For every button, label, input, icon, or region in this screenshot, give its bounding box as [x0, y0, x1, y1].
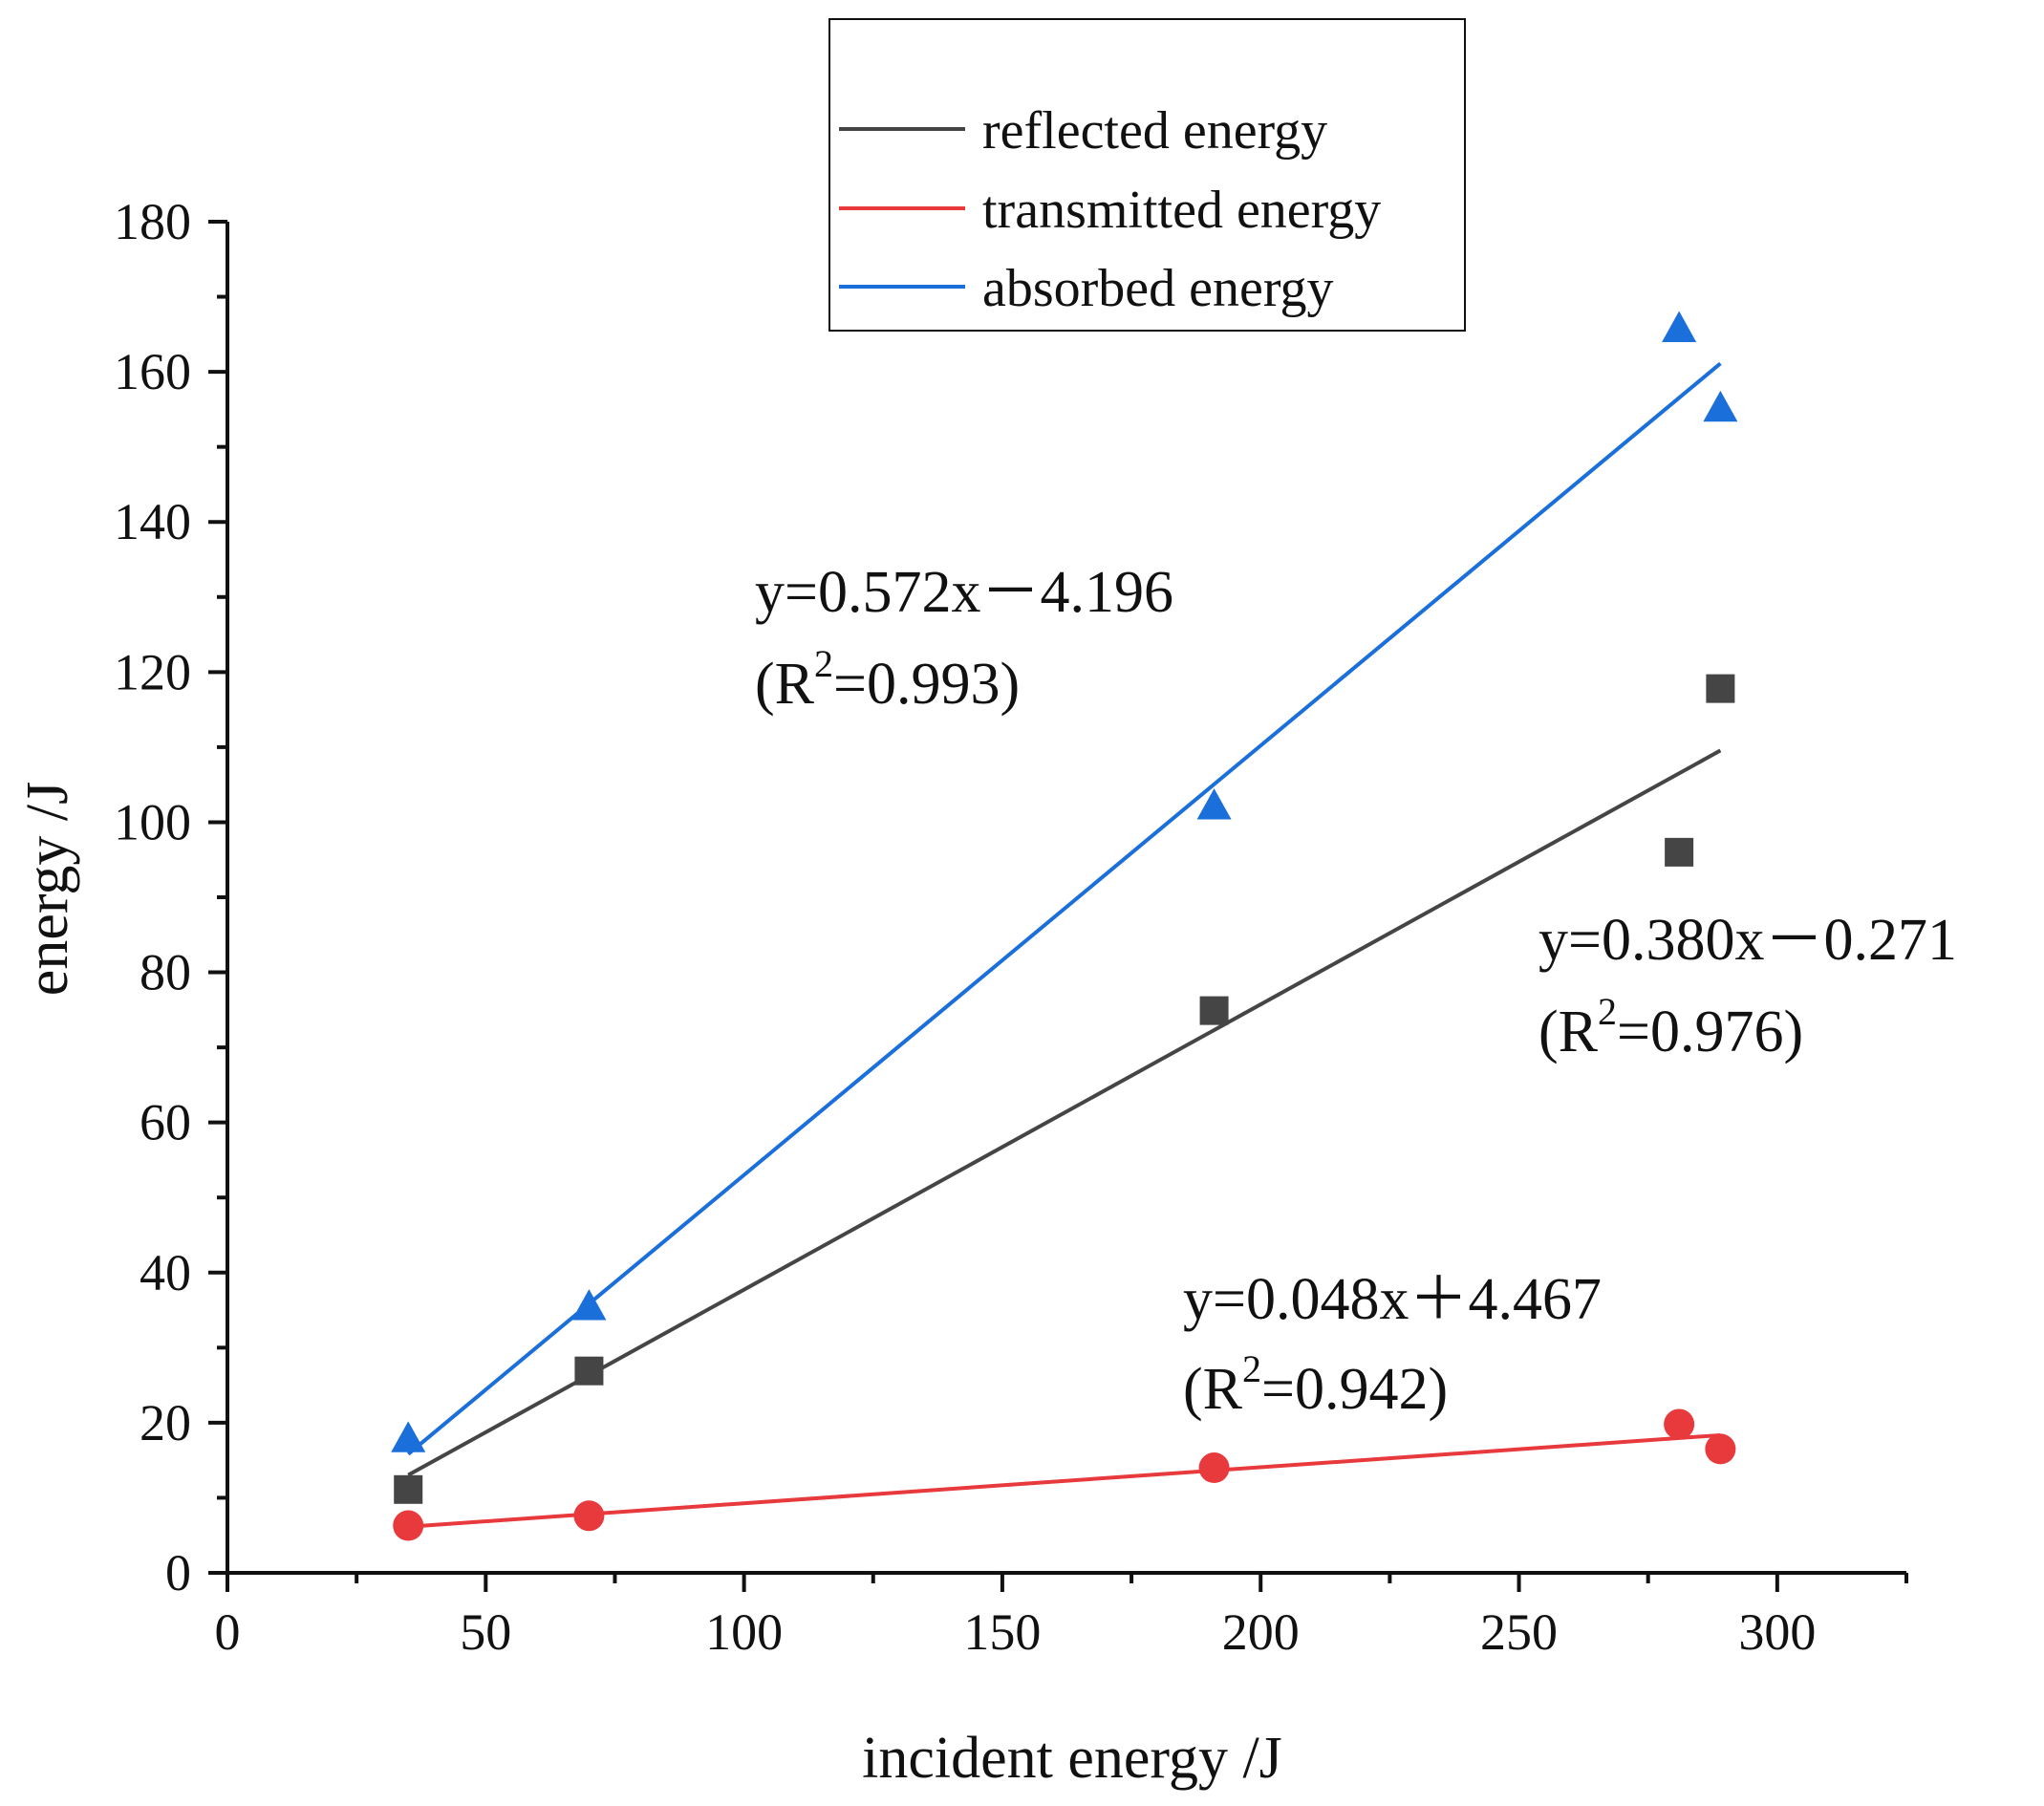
- transmitted-point: [1664, 1408, 1695, 1440]
- reflected-point: [1706, 674, 1735, 703]
- y-tick-label: 0: [165, 1544, 191, 1602]
- x-tick-label: 0: [215, 1603, 241, 1661]
- y-tick-label: 100: [114, 793, 191, 850]
- legend: reflected energy transmitted energy absorb…: [828, 18, 1466, 332]
- absorbed-point: [1196, 788, 1232, 820]
- fit-equation-triangle: y=0.572x－4.196: [755, 560, 1173, 625]
- y-tick-label: 60: [140, 1094, 191, 1151]
- reflected-point: [394, 1474, 423, 1504]
- fit-r2-triangle: (R2=0.993): [755, 642, 1020, 717]
- y-tick-label: 20: [140, 1394, 191, 1451]
- absorbed-point: [571, 1289, 607, 1321]
- y-tick-label: 40: [140, 1244, 191, 1301]
- y-tick-label: 160: [114, 343, 191, 400]
- y-tick-label: 180: [114, 193, 191, 250]
- y-axis-title: energy /J: [15, 782, 80, 996]
- transmitted-point: [1198, 1452, 1230, 1484]
- axes: 0 50 100 150 200 250 300 0 20 40 60 80 100 120 140 160 1…: [114, 193, 1908, 1661]
- x-tick-label: 300: [1738, 1603, 1816, 1661]
- fit-equation-circle: y=0.048x＋4.467: [1183, 1267, 1602, 1332]
- x-tick-label: 250: [1480, 1603, 1558, 1661]
- transmitted-point: [573, 1500, 605, 1532]
- y-tick-label: 120: [114, 643, 191, 700]
- legend-label-triangle: absorbed energy: [982, 259, 1334, 318]
- fit-line-circle: [408, 1432, 1721, 1529]
- reflected-point: [1665, 837, 1694, 867]
- legend-box: [828, 18, 1466, 332]
- x-tick-label: 200: [1222, 1603, 1300, 1661]
- fit-r2-circle: (R2=0.942): [1183, 1347, 1448, 1422]
- reflected-point: [574, 1356, 604, 1386]
- legend-label-square: reflected energy: [982, 101, 1327, 161]
- reflected-point: [1199, 996, 1229, 1025]
- absorbed-point: [391, 1421, 426, 1452]
- absorbed-point: [1703, 390, 1738, 422]
- x-tick-label: 50: [460, 1603, 511, 1661]
- fit-equation-square: y=0.380x－0.271: [1538, 908, 1957, 973]
- fit-line-square: [407, 748, 1722, 1477]
- y-tick-label: 140: [114, 493, 191, 550]
- x-tick-label: 100: [705, 1603, 783, 1661]
- fit-line-triangle: [406, 361, 1722, 1456]
- fit-equations: y=0.380x－0.271 (R2=0.976) y=0.048x＋4.467 (R…: [755, 560, 1957, 1422]
- transmitted-point: [1705, 1433, 1736, 1465]
- absorbed-point: [1662, 311, 1697, 342]
- legend-label-circle: transmitted energy: [982, 181, 1381, 240]
- fit-lines: [406, 361, 1722, 1529]
- transmitted-point: [393, 1510, 424, 1541]
- x-tick-label: 150: [963, 1603, 1041, 1661]
- x-axis-title: incident energy /J: [862, 1726, 1282, 1791]
- fit-r2-square: (R2=0.976): [1538, 990, 1803, 1064]
- y-tick-label: 80: [140, 944, 191, 1001]
- data-points: [391, 311, 1738, 1541]
